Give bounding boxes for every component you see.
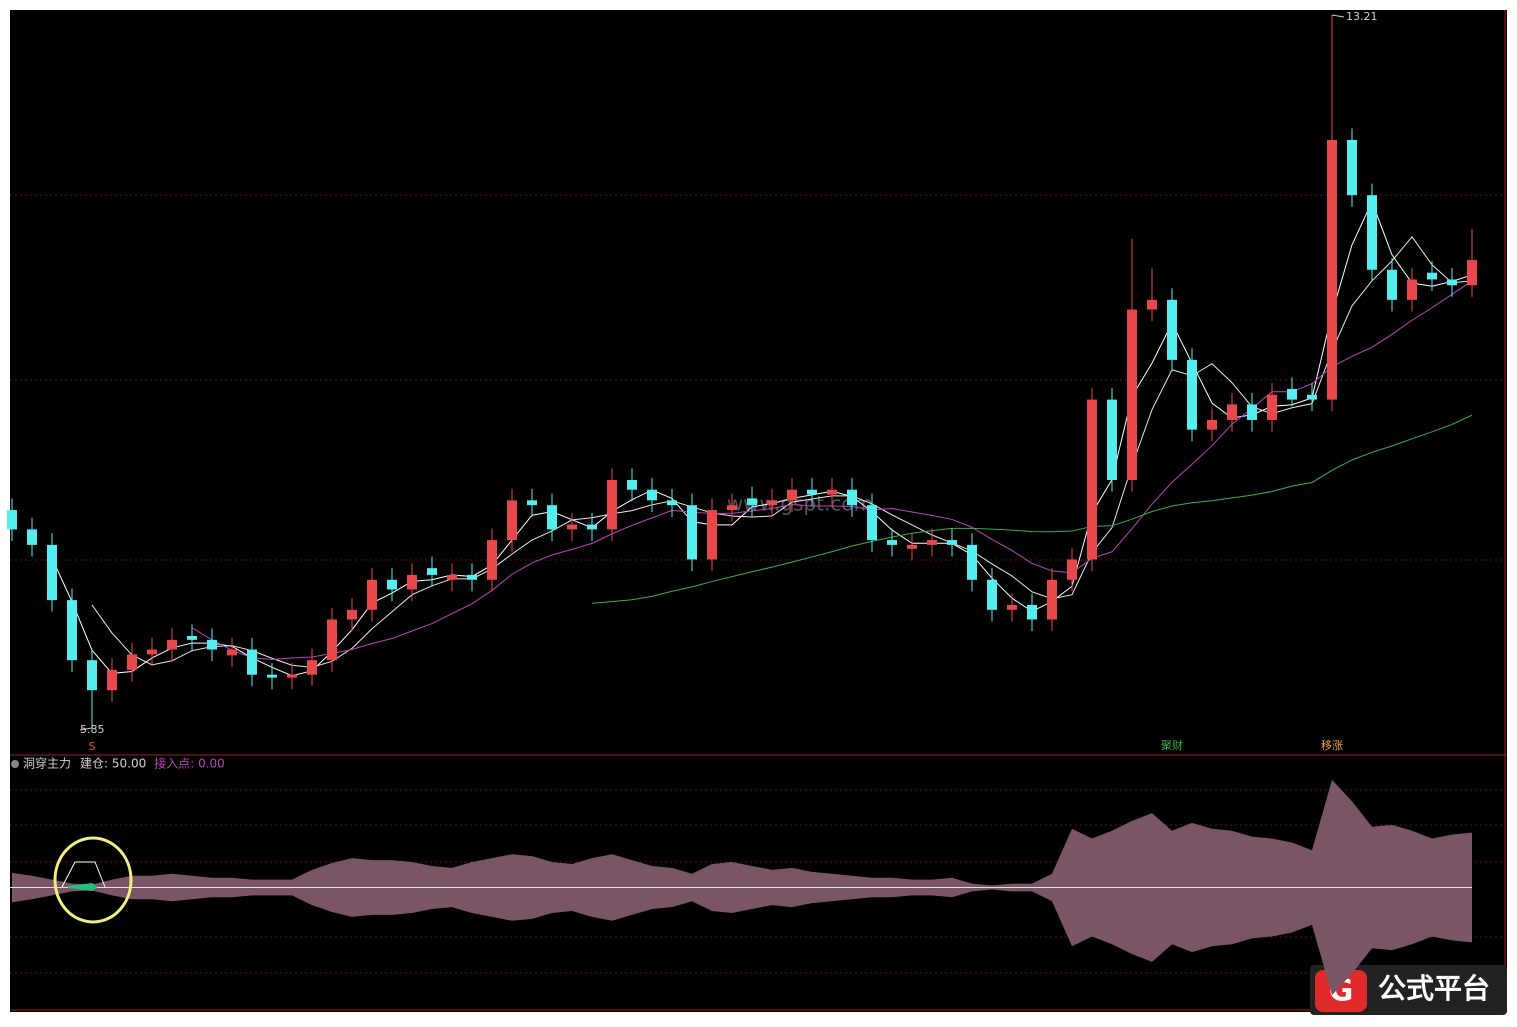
candle-body (1227, 404, 1237, 420)
candle-body (707, 510, 717, 560)
candle-body (507, 500, 517, 541)
candle-body (867, 505, 877, 541)
candle-body (167, 639, 177, 650)
candle-body (327, 619, 337, 661)
candle-body (1087, 399, 1097, 560)
candle-body (1127, 309, 1137, 480)
candle-body (1047, 579, 1057, 620)
candle-body (1467, 260, 1477, 286)
candle-body (887, 540, 897, 545)
candle-body (927, 540, 937, 545)
candle-body (287, 674, 297, 678)
indicator-legend: 建仓: 50.00 (80, 757, 146, 771)
candle-body (787, 489, 797, 501)
candle-body (1247, 404, 1257, 420)
candle-body (407, 574, 417, 590)
indicator-name: 洞穿主力 (23, 756, 71, 771)
max-label: 13.21 (1346, 10, 1378, 23)
min-label: 5.85 (80, 723, 105, 736)
candle-body (27, 529, 37, 545)
candle-body (1447, 279, 1457, 286)
candle-body (127, 654, 137, 670)
moving-average (91, 236, 1473, 668)
candle-body (467, 574, 477, 580)
candle-body (1387, 269, 1397, 300)
candle-body (947, 540, 957, 545)
indicator-area (12, 779, 1472, 888)
candle-body (87, 660, 97, 691)
candle-body (727, 505, 737, 511)
candle-body (967, 544, 977, 580)
indicator-area (12, 887, 1472, 996)
candle-body (487, 540, 497, 580)
candle-body (7, 510, 17, 530)
candle-body (587, 524, 597, 530)
highlight-circle (53, 836, 133, 924)
candle-body (1007, 604, 1017, 610)
candle-body (67, 600, 77, 661)
candle-body (307, 660, 317, 675)
candle-body (107, 669, 117, 691)
candle-body (1167, 299, 1177, 360)
logo-text: 公式平台 (1378, 972, 1490, 1005)
candle-body (547, 505, 557, 530)
candle-body (1267, 394, 1277, 420)
candle-body (747, 498, 757, 506)
candle-body (1367, 195, 1377, 270)
candle-body (907, 544, 917, 549)
candle-body (367, 579, 377, 610)
candle-body (807, 489, 817, 495)
candle-body (847, 489, 857, 506)
signal-label: 聚财 (1161, 738, 1183, 752)
candle-body (687, 505, 697, 560)
candle-body (387, 579, 397, 590)
candle-body (987, 579, 997, 610)
candle-body (827, 489, 837, 495)
candle-body (627, 480, 637, 490)
candle-body (147, 649, 157, 655)
candle-body (1427, 272, 1437, 280)
candle-body (187, 635, 197, 640)
candle-body (1067, 559, 1077, 580)
candle-body (567, 524, 577, 530)
sell-marker: S (89, 740, 96, 753)
entry-outline (61, 861, 106, 888)
candle-body (1407, 279, 1417, 300)
candle-body (1107, 399, 1117, 480)
candle-body (1207, 419, 1217, 430)
candle-body (1287, 388, 1297, 400)
candle-body (427, 568, 437, 575)
candle-body (47, 544, 57, 601)
candle-body (347, 609, 357, 620)
candle-body (1027, 604, 1037, 620)
moving-average (591, 414, 1473, 604)
candle-body (1347, 139, 1357, 196)
candle-body (227, 649, 237, 656)
candle-body (247, 649, 257, 675)
entry-arrow (67, 882, 98, 892)
signal-label: 移涨 (1321, 739, 1343, 752)
min-pointer (79, 727, 93, 731)
candle-body (207, 639, 217, 650)
indicator-icon (11, 760, 19, 768)
indicator-legend: 接入点: 0.00 (154, 756, 225, 771)
candle-body (607, 480, 617, 530)
candle-body (647, 489, 657, 501)
candle-body (267, 674, 277, 678)
candle-body (667, 500, 677, 506)
candle-body (1147, 299, 1157, 310)
candle-body (447, 574, 457, 580)
candle-body (1307, 394, 1317, 400)
candle-body (1187, 359, 1197, 430)
candle-body (767, 500, 777, 506)
candle-body (1327, 139, 1337, 400)
candle-body (527, 500, 537, 506)
max-pointer (1331, 14, 1345, 18)
